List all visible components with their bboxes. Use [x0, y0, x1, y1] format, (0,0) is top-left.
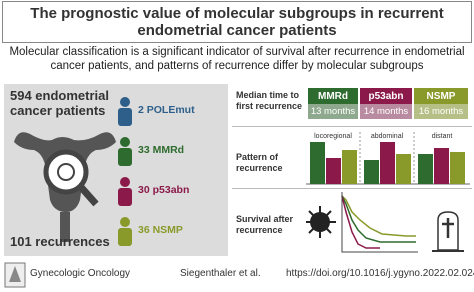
subgroup: MMRd 13 months [308, 88, 358, 119]
median: 13 months [308, 104, 358, 119]
pattern-chart: locoregional abdominal distant [306, 132, 470, 185]
row-label: Pattern of recurrence [236, 152, 283, 173]
subtitle: Molecular classification is a significan… [9, 46, 465, 72]
group: 36 NSMP [138, 224, 183, 236]
row-label: Median time to first recurrence [236, 90, 303, 111]
title: The prognostic value of molecular subgro… [2, 1, 472, 43]
site-label: abdominal [371, 133, 404, 140]
recurrences: 101 recurrences [10, 234, 110, 249]
median: 16 months [414, 104, 468, 119]
subgroup-name: p53abn [360, 88, 412, 104]
subgroup-name: MMRd [308, 88, 358, 104]
group-icons [118, 97, 132, 246]
results-panel: Median time to first recurrence Pattern … [232, 84, 472, 256]
patients: 594 endometrial cancer patients [10, 88, 109, 118]
journal: Gynecologic Oncology [30, 268, 131, 279]
subgroup: NSMP 16 months [414, 88, 468, 119]
group: 33 MMRd [138, 144, 185, 156]
uterus-icon [14, 132, 116, 242]
subgroup-name: NSMP [414, 88, 468, 104]
doi: https://doi.org/10.1016/j.ygyno.2022.02.… [286, 268, 474, 279]
site-label: locoregional [314, 133, 352, 140]
group: 2 POLEmut [138, 104, 195, 116]
median: 14 months [360, 104, 412, 119]
group: 30 p53abn [138, 184, 190, 196]
site-label: distant [432, 133, 453, 140]
publisher-logo [4, 262, 26, 288]
row-label: Survival after recurrence [236, 214, 294, 235]
separator [232, 188, 472, 189]
authors: Siegenthaler et al. [180, 268, 261, 279]
survival-graphic [306, 192, 464, 253]
cohort-panel: 594 endometrial cancer patients 101 recu… [4, 84, 228, 256]
subgroup: p53abn 14 months [360, 88, 412, 119]
separator [232, 126, 472, 127]
